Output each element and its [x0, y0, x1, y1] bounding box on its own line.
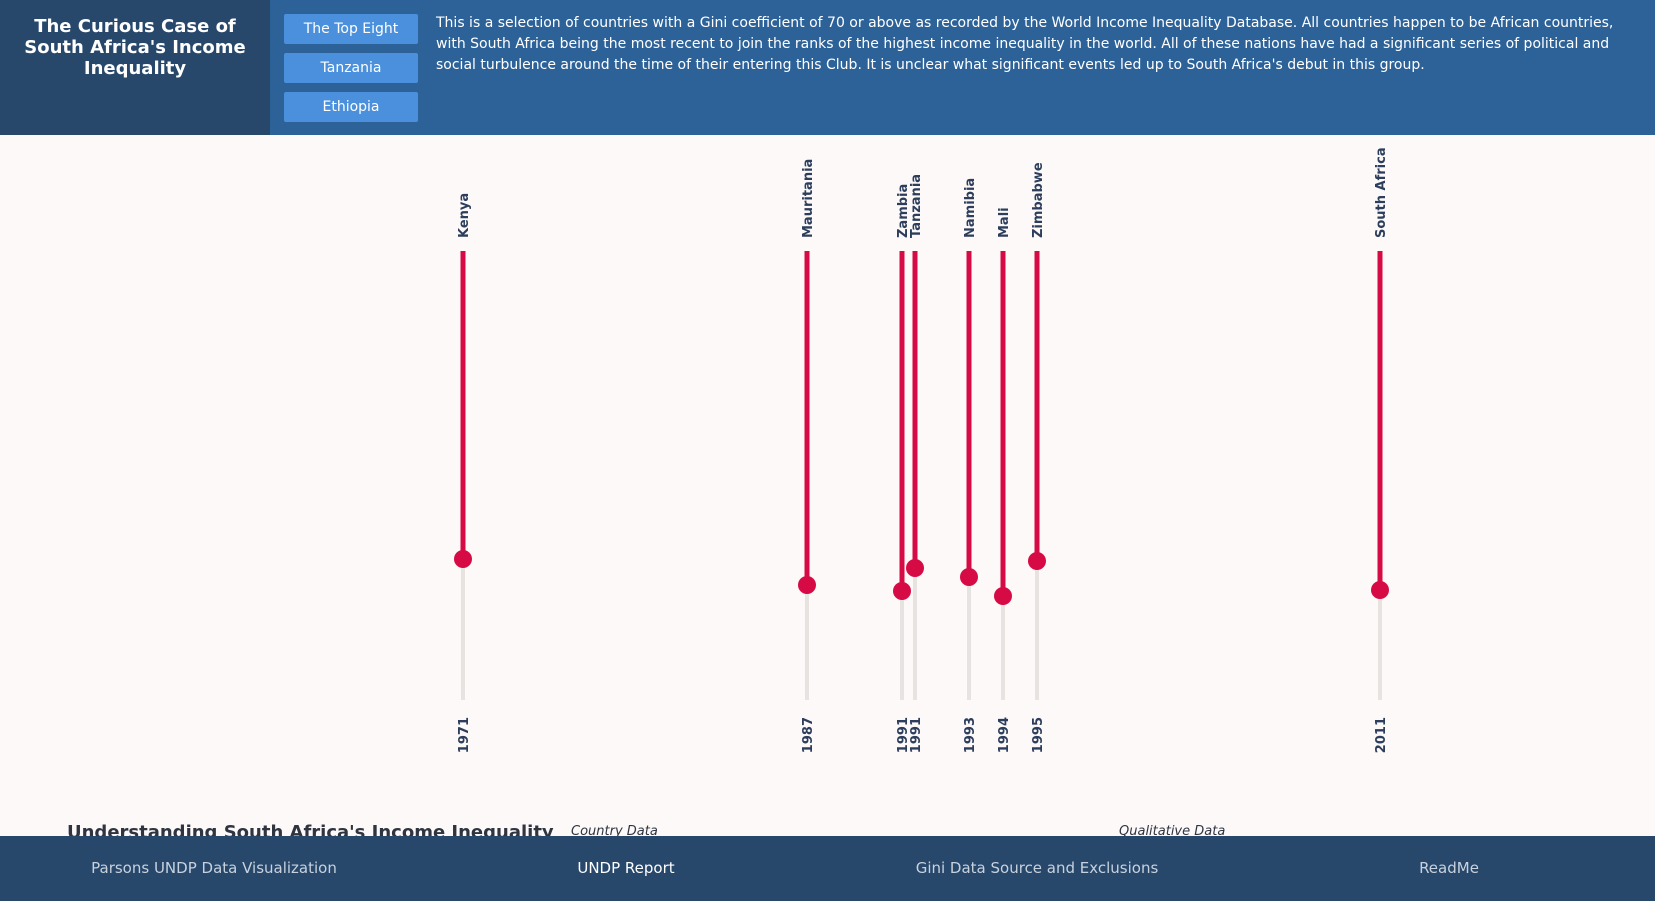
country-label-mauritania: Mauritania [801, 159, 816, 238]
country-label-zambia: Zambia [896, 184, 911, 238]
year-label-south-africa: 2011 [1374, 717, 1389, 753]
country-label-kenya: Kenya [457, 193, 472, 238]
title-panel: The Curious Case of South Africa's Incom… [0, 0, 270, 135]
point-zambia[interactable] [893, 582, 911, 600]
footer-bar: Parsons UNDP Data Visualization UNDP Rep… [0, 836, 1655, 901]
point-tanzania[interactable] [906, 559, 924, 577]
year-label-namibia: 1993 [963, 717, 978, 753]
section-heading-country-data: Country Data [571, 824, 658, 839]
point-mali[interactable] [994, 587, 1012, 605]
footer-link-parsons[interactable]: Parsons UNDP Data Visualization [91, 859, 337, 877]
year-label-tanzania: 1991 [909, 717, 924, 753]
point-kenya[interactable] [454, 550, 472, 568]
tanzania-button[interactable]: Tanzania [284, 53, 418, 83]
year-label-zimbabwe: 1995 [1031, 717, 1046, 753]
year-label-zambia: 1991 [896, 717, 911, 753]
footer-link-undp-report[interactable]: UNDP Report [577, 859, 675, 877]
page-title: The Curious Case of South Africa's Incom… [24, 16, 246, 79]
country-label-namibia: Namibia [963, 178, 978, 238]
top-eight-button[interactable]: The Top Eight [284, 14, 418, 44]
point-zimbabwe[interactable] [1028, 552, 1046, 570]
point-mauritania[interactable] [798, 576, 816, 594]
header-bar: The Curious Case of South Africa's Incom… [0, 0, 1655, 135]
gini-timeline-chart: Kenya 1971 Mauritania 1987 Zambia 1991 Tanzani… [454, 147, 1389, 753]
intro-text: This is a selection of countries with a … [436, 15, 1614, 73]
country-label-south-africa: South Africa [1374, 147, 1389, 238]
year-label-mauritania: 1987 [801, 717, 816, 753]
footer-link-readme[interactable]: ReadMe [1419, 859, 1479, 877]
country-label-mali: Mali [997, 207, 1012, 238]
country-label-zimbabwe: Zimbabwe [1031, 162, 1046, 238]
point-namibia[interactable] [960, 568, 978, 586]
ethiopia-button[interactable]: Ethiopia [284, 92, 418, 122]
point-south-africa[interactable] [1371, 581, 1389, 599]
country-label-tanzania: Tanzania [909, 174, 924, 238]
footer-link-gini-source[interactable]: Gini Data Source and Exclusions [915, 859, 1159, 877]
section-heading-qualitative-data: Qualitative Data [1119, 824, 1226, 839]
year-label-kenya: 1971 [457, 717, 472, 753]
year-label-mali: 1994 [997, 717, 1012, 753]
